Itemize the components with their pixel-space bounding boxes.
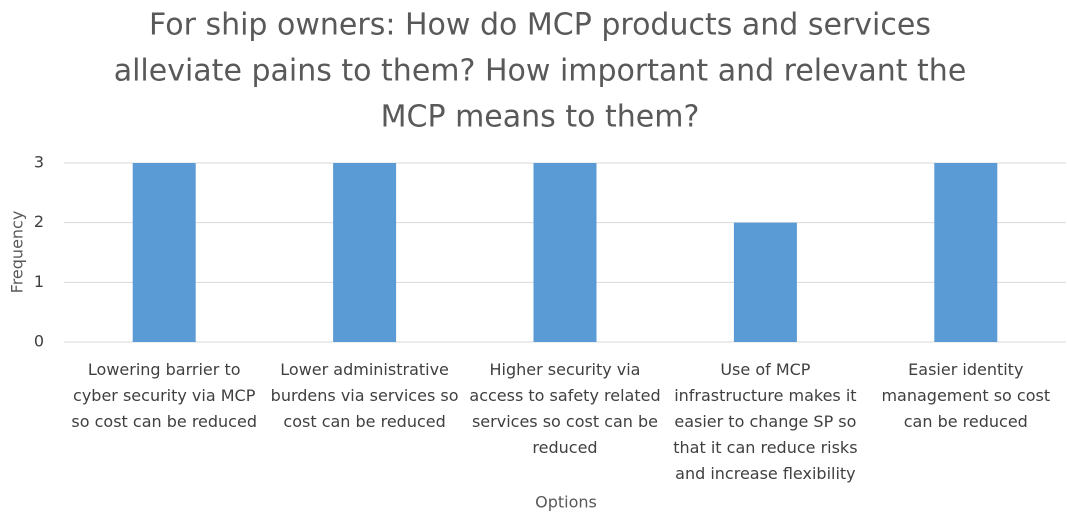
y-tick-label: 0 [34, 332, 44, 351]
x-tick-label: Easier identity management so cost can be … [881, 360, 1050, 431]
bar [333, 163, 397, 342]
chart-title: alleviate pains to them? How important a… [114, 54, 967, 89]
x-tick-label: Use of MCP infrastructure makes it easier … [673, 360, 857, 483]
y-tick-label: 2 [34, 212, 44, 231]
chart-title: MCP means to them? [381, 100, 700, 135]
x-tick-label: Higher security via access to safety rela… [469, 360, 660, 457]
bar [934, 163, 998, 342]
y-axis-title: Frequency [8, 211, 27, 294]
x-tick-label: Lowering barrier to cyber security via MC… [71, 360, 257, 431]
y-tick-label: 3 [34, 153, 44, 172]
bar [533, 163, 597, 342]
bar [733, 222, 797, 342]
y-tick-label: 1 [34, 272, 44, 291]
chart-title: For ship owners: How do MCP products and… [149, 8, 931, 43]
x-tick-label: Lower administrative burdens via services… [271, 360, 459, 431]
x-axis-title: Options [535, 493, 597, 512]
bar [132, 163, 196, 342]
